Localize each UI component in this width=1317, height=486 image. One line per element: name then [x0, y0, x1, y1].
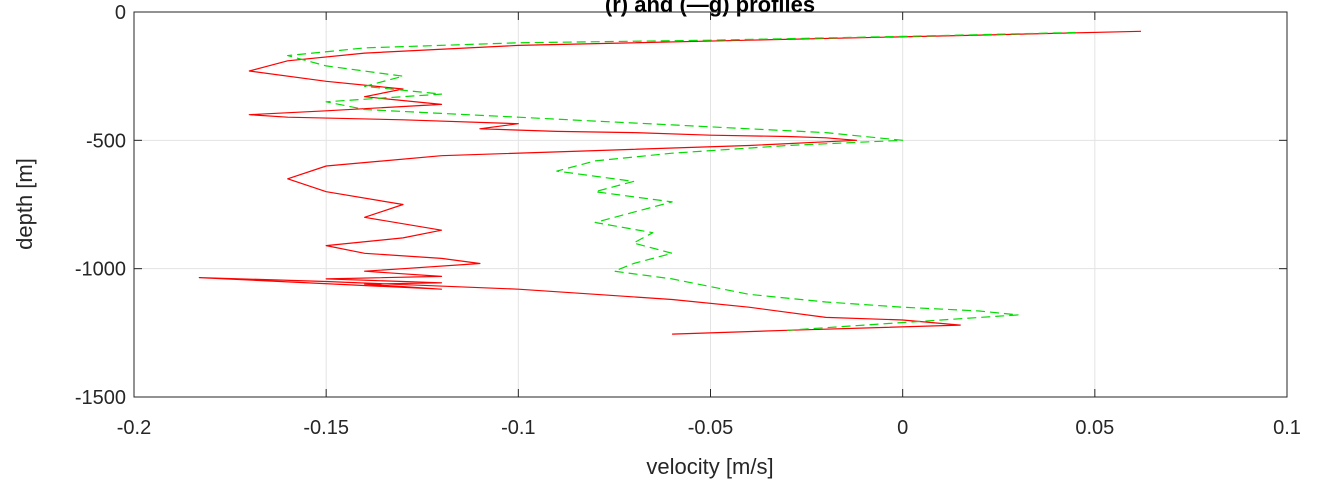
- x-tick-label: -0.05: [688, 417, 734, 439]
- series-line-1: [198, 30, 1142, 335]
- x-tick-label: 0.1: [1273, 417, 1301, 439]
- x-tick-label: 0.05: [1075, 417, 1114, 439]
- x-tick-label: -0.15: [303, 417, 349, 439]
- chart-title: (r) and (—g) profiles: [605, 0, 815, 17]
- x-tick-label: -0.1: [501, 417, 535, 439]
- y-tick-label: -1000: [75, 259, 126, 281]
- tick-layer: -0.2 -0.15 -0.1 -0.05 0 0.05 0.1 0 -500 -1000 -150…: [75, 2, 1301, 439]
- data-layer: [198, 30, 1142, 335]
- x-tick-label: 0: [897, 417, 908, 439]
- x-axis-label: velocity [m/s]: [646, 454, 773, 479]
- y-axis-label: depth [m]: [12, 158, 37, 250]
- y-tick-label: 0: [115, 2, 126, 24]
- y-tick-label: -500: [86, 130, 126, 152]
- y-tick-label: -1500: [75, 387, 126, 409]
- x-tick-label: -0.2: [117, 417, 151, 439]
- series-line-2: [287, 31, 1076, 331]
